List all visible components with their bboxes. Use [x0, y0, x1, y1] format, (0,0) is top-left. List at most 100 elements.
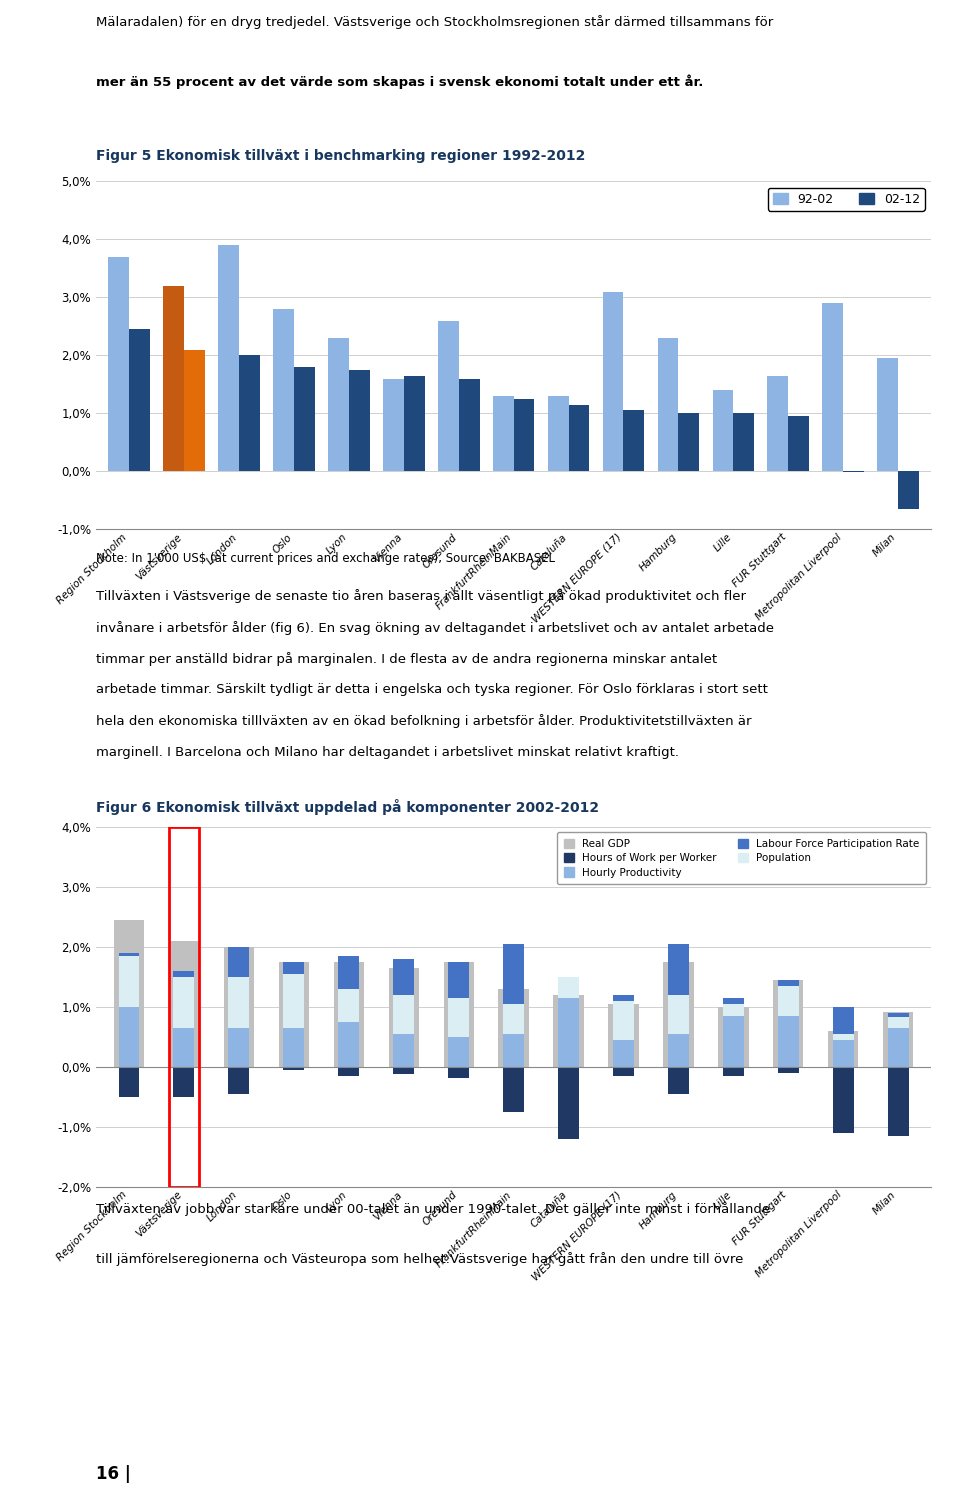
Bar: [228, 947, 250, 977]
Bar: [723, 998, 744, 1004]
Bar: [459, 378, 480, 472]
Bar: [334, 962, 364, 1067]
Bar: [663, 962, 693, 1067]
Bar: [394, 995, 414, 1034]
Bar: [658, 339, 679, 472]
Text: hela den ekonomiska tilllväxten av en ökad befolkning i arbetsför ålder. Produkt: hela den ekonomiska tilllväxten av en ök…: [96, 714, 752, 729]
Bar: [668, 943, 689, 995]
Bar: [558, 998, 579, 1067]
Bar: [778, 1067, 799, 1074]
Bar: [498, 989, 529, 1067]
Bar: [888, 1028, 909, 1067]
Text: marginell. I Barcelona och Milano har deltagandet i arbetslivet minskat relativt: marginell. I Barcelona och Milano har de…: [96, 745, 679, 759]
Bar: [228, 1028, 250, 1067]
Bar: [174, 1028, 194, 1067]
Bar: [773, 980, 804, 1067]
Bar: [448, 1037, 469, 1067]
Bar: [613, 1040, 634, 1067]
Bar: [877, 358, 899, 472]
Bar: [503, 1067, 524, 1111]
Text: mer än 55 procent av det värde som skapas i svensk ekonomi totalt under ett år.: mer än 55 procent av det värde som skapa…: [96, 74, 704, 89]
Bar: [228, 1067, 250, 1095]
Bar: [114, 919, 144, 1067]
Text: Tillväxten av jobb var starkare under 00-talet än under 1990-talet. Det gäller i: Tillväxten av jobb var starkare under 00…: [96, 1202, 770, 1216]
Bar: [828, 1031, 858, 1067]
Bar: [283, 1028, 304, 1067]
Text: invånare i arbetsför ålder (fig 6). En svag ökning av deltagandet i arbetslivet : invånare i arbetsför ålder (fig 6). En s…: [96, 620, 774, 635]
Bar: [503, 1004, 524, 1034]
Bar: [718, 1007, 749, 1067]
Text: timmar per anställd bidrar på marginalen. I de flesta av de andra regionerna min: timmar per anställd bidrar på marginalen…: [96, 652, 717, 665]
Bar: [723, 1067, 744, 1077]
Bar: [444, 962, 474, 1067]
Text: 16 |: 16 |: [96, 1465, 131, 1483]
Bar: [404, 375, 424, 472]
Bar: [448, 962, 469, 998]
Bar: [169, 827, 199, 1187]
Bar: [218, 245, 239, 472]
Bar: [609, 1004, 638, 1067]
Bar: [239, 355, 260, 472]
Bar: [767, 375, 788, 472]
Bar: [383, 378, 404, 472]
Text: arbetade timmar. Särskilt tydligt är detta i engelska och tyska regioner. För Os: arbetade timmar. Särskilt tydligt är det…: [96, 683, 768, 696]
Bar: [514, 399, 535, 472]
Bar: [118, 953, 139, 956]
Bar: [438, 321, 459, 472]
Bar: [283, 1067, 304, 1070]
Bar: [668, 1034, 689, 1067]
Bar: [184, 349, 204, 472]
Bar: [394, 1067, 414, 1074]
Bar: [224, 947, 254, 1067]
Text: Tillväxten i Västsverige de senaste tio åren baseras i allt väsentligt på ökad p: Tillväxten i Västsverige de senaste tio …: [96, 590, 746, 603]
Bar: [778, 980, 799, 986]
Bar: [348, 370, 370, 472]
Bar: [294, 367, 315, 472]
Legend: 92-02, 02-12: 92-02, 02-12: [768, 187, 924, 210]
Bar: [338, 1067, 359, 1077]
Bar: [558, 977, 579, 998]
Bar: [338, 989, 359, 1022]
Text: Mälaradalen) för en dryg tredjedel. Västsverige och Stockholmsregionen står därm: Mälaradalen) för en dryg tredjedel. Väst…: [96, 15, 773, 29]
Bar: [778, 1016, 799, 1067]
Bar: [129, 330, 150, 472]
Bar: [169, 940, 199, 1067]
Bar: [613, 1067, 634, 1077]
Bar: [679, 413, 699, 472]
Bar: [888, 1018, 909, 1028]
Bar: [613, 995, 634, 1001]
Bar: [174, 977, 194, 1028]
Bar: [448, 998, 469, 1037]
Bar: [883, 1012, 913, 1067]
Bar: [723, 1016, 744, 1067]
Text: till jämförelseregionerna och Västeuropa som helhet.Västsverige har gått från de: till jämförelseregionerna och Västeuropa…: [96, 1252, 743, 1266]
Bar: [547, 396, 568, 472]
Bar: [833, 1040, 853, 1067]
Bar: [553, 995, 584, 1067]
Bar: [668, 1067, 689, 1095]
Bar: [733, 413, 755, 472]
Bar: [174, 1067, 194, 1098]
Bar: [338, 1022, 359, 1067]
Bar: [712, 390, 733, 472]
Bar: [503, 1034, 524, 1067]
Bar: [338, 956, 359, 989]
Bar: [228, 977, 250, 1028]
Bar: [788, 416, 809, 472]
Bar: [823, 302, 843, 472]
Bar: [503, 943, 524, 1004]
Bar: [394, 1034, 414, 1067]
Bar: [273, 308, 294, 472]
Bar: [668, 995, 689, 1034]
Bar: [723, 1004, 744, 1016]
Bar: [623, 410, 644, 472]
Bar: [278, 962, 309, 1067]
Bar: [328, 339, 348, 472]
Legend: Real GDP, Hours of Work per Worker, Hourly Productivity, Labour Force Participat: Real GDP, Hours of Work per Worker, Hour…: [558, 832, 926, 885]
Bar: [118, 956, 139, 1007]
Bar: [888, 1067, 909, 1136]
Bar: [899, 472, 919, 510]
Bar: [394, 959, 414, 995]
Bar: [833, 1034, 853, 1040]
Bar: [163, 286, 184, 472]
